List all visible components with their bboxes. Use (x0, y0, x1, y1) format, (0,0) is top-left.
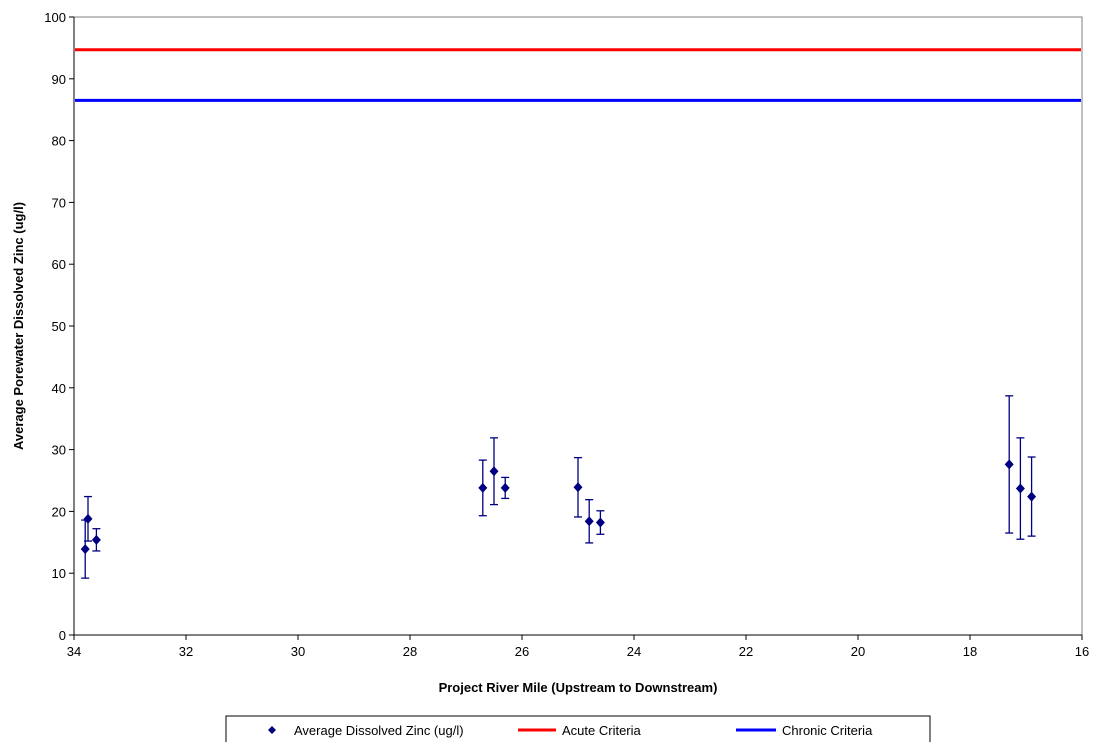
y-tick-label: 80 (52, 134, 66, 149)
y-axis: 0 10 20 30 40 50 60 70 80 90 100 (44, 10, 75, 643)
criteria-lines (75, 48, 1081, 102)
data-point (584, 516, 594, 527)
y-axis-title: Average Porewater Dissolved Zinc (ug/l) (11, 202, 26, 450)
x-tick-label: 18 (963, 644, 977, 659)
x-tick-label: 34 (67, 644, 81, 659)
x-axis: 34 32 30 28 26 24 22 20 18 16 (67, 634, 1089, 659)
plot-area (73, 16, 1083, 636)
y-tick-label: 70 (52, 195, 66, 210)
data-point (80, 544, 90, 555)
y-tick-label: 90 (52, 72, 66, 87)
legend-marker-zinc (268, 726, 276, 734)
data-point (489, 466, 499, 477)
x-axis-title: Project River Mile (Upstream to Downstre… (439, 680, 718, 695)
y-tick-label: 10 (52, 566, 66, 581)
legend-label-zinc: Average Dissolved Zinc (ug/l) (294, 723, 464, 738)
data-point (1004, 459, 1014, 470)
data-points (80, 395, 1037, 579)
data-point (500, 482, 510, 493)
legend-label-acute: Acute Criteria (562, 723, 642, 738)
data-point (1015, 483, 1025, 494)
legend: Average Dissolved Zinc (ug/l) Acute Crit… (225, 715, 931, 742)
y-tick-label: 40 (52, 381, 66, 396)
data-point (595, 517, 605, 528)
y-tick-label: 100 (44, 10, 66, 25)
data-point (1027, 491, 1037, 502)
y-tick-label: 50 (52, 319, 66, 334)
x-tick-label: 20 (851, 644, 865, 659)
x-tick-label: 28 (403, 644, 417, 659)
x-tick-label: 32 (179, 644, 193, 659)
y-tick-label: 20 (52, 504, 66, 519)
data-point (478, 482, 488, 493)
y-tick-label: 30 (52, 443, 66, 458)
x-tick-label: 16 (1075, 644, 1089, 659)
x-tick-label: 24 (627, 644, 641, 659)
y-tick-label: 60 (52, 257, 66, 272)
legend-label-chronic: Chronic Criteria (782, 723, 873, 738)
data-point (91, 534, 101, 545)
x-tick-label: 30 (291, 644, 305, 659)
y-tick-label: 0 (59, 628, 66, 643)
data-point (573, 482, 583, 493)
x-tick-label: 22 (739, 644, 753, 659)
legend-box (225, 715, 931, 742)
x-tick-label: 26 (515, 644, 529, 659)
